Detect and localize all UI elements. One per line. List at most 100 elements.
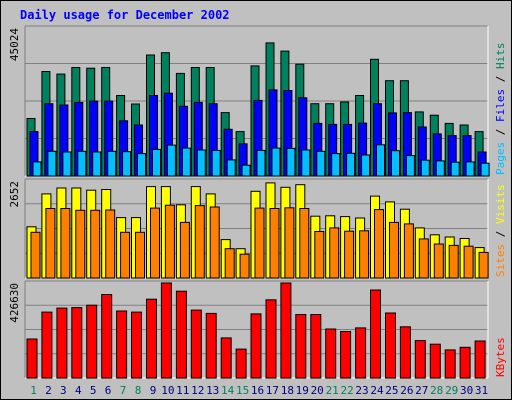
legend-separator: / [494, 122, 507, 142]
bar-kbytes-day-1 [26, 338, 38, 379]
bar-kbytes-day-28 [429, 343, 441, 379]
bar-kbytes-day-25 [385, 312, 396, 379]
bar-pages-day-12 [196, 149, 206, 177]
day-label-24: 24 [370, 384, 384, 397]
bar-kbytes-day-24 [370, 289, 381, 379]
day-label-12: 12 [191, 384, 204, 397]
day-label-14: 14 [221, 384, 235, 397]
bar-sites-day-20 [314, 231, 325, 279]
legend-separator: / [494, 69, 507, 89]
day-label-13: 13 [206, 384, 219, 397]
bar-pages-day-1 [32, 161, 42, 177]
bar-pages-day-30 [465, 161, 475, 177]
day-label-7: 7 [120, 384, 127, 397]
bar-kbytes-day-26 [399, 326, 411, 379]
day-label-1: 1 [30, 384, 37, 397]
legend-entry-visits: Visits [494, 184, 507, 224]
bar-pages-day-8 [137, 153, 146, 177]
day-label-5: 5 [90, 384, 97, 397]
legend-entry-hits: Hits [494, 43, 507, 70]
bar-sites-day-13 [209, 206, 220, 279]
bar-kbytes-day-23 [355, 327, 367, 379]
bar-pages-day-11 [181, 147, 191, 177]
bar-kbytes-day-27 [414, 340, 426, 379]
bar-sites-day-21 [329, 227, 340, 279]
bar-kbytes-day-7 [116, 310, 128, 379]
bar-pages-day-14 [226, 159, 236, 177]
bar-sites-day-12 [194, 205, 205, 279]
legend-entry-files: Files [494, 89, 507, 122]
bar-sites-day-28 [433, 243, 444, 279]
bar-pages-day-31 [480, 162, 490, 177]
bar-kbytes-day-16 [250, 313, 262, 379]
bar-kbytes-day-30 [459, 346, 471, 379]
bar-sites-day-17 [269, 208, 280, 279]
bar-kbytes-day-10 [160, 282, 172, 379]
bar-sites-day-16 [254, 207, 265, 279]
bar-sites-day-7 [120, 231, 131, 279]
bar-sites-day-14 [224, 248, 235, 279]
day-label-31: 31 [475, 384, 488, 397]
panel-legend: Pages / Files / Hits [494, 43, 507, 176]
bar-kbytes-day-17 [265, 299, 277, 379]
bar-sites-day-23 [359, 230, 370, 279]
bar-kbytes-day-19 [295, 314, 307, 379]
bar-pages-day-2 [47, 150, 57, 177]
chart-title: Daily usage for December 2002 [20, 8, 230, 22]
day-label-19: 19 [296, 384, 309, 397]
day-label-21: 21 [326, 384, 339, 397]
bar-pages-day-23 [361, 154, 371, 177]
bar-pages-day-6 [107, 150, 117, 177]
bar-kbytes-day-13 [205, 312, 217, 379]
bar-sites-day-15 [239, 253, 250, 279]
bar-sites-day-8 [135, 231, 145, 279]
bar-kbytes-day-4 [71, 307, 83, 379]
bar-pages-day-24 [376, 144, 385, 177]
bar-pages-day-21 [331, 153, 341, 177]
bar-sites-day-22 [344, 230, 355, 279]
bar-kbytes-day-14 [220, 337, 232, 379]
panel-max-label: 426630 [8, 283, 21, 323]
bar-kbytes-day-31 [474, 340, 486, 379]
bar-sites-day-10 [164, 204, 175, 279]
bar-pages-day-4 [77, 150, 87, 177]
bar-sites-day-4 [75, 209, 86, 279]
bar-kbytes-day-3 [56, 307, 68, 379]
day-label-30: 30 [460, 384, 473, 397]
day-label-17: 17 [266, 384, 279, 397]
bar-kbytes-day-6 [101, 294, 113, 379]
bar-kbytes-day-29 [444, 349, 456, 379]
bar-sites-day-29 [448, 244, 459, 279]
bar-sites-day-26 [403, 223, 414, 279]
bar-pages-day-28 [435, 160, 445, 177]
bar-kbytes-day-5 [86, 304, 98, 379]
bar-sites-day-9 [150, 207, 160, 279]
bar-pages-day-13 [211, 149, 221, 177]
bar-pages-day-10 [166, 144, 176, 177]
bar-pages-day-18 [286, 147, 296, 177]
bar-sites-day-25 [389, 221, 399, 279]
day-label-28: 28 [430, 384, 443, 397]
bar-sites-day-19 [299, 208, 310, 279]
day-label-8: 8 [135, 384, 142, 397]
bar-pages-day-26 [405, 155, 415, 177]
panel-legend: KBytes [494, 337, 507, 377]
bar-pages-day-17 [271, 147, 281, 177]
bar-pages-day-22 [346, 152, 356, 177]
day-label-22: 22 [340, 384, 353, 397]
day-label-4: 4 [75, 384, 82, 397]
bar-sites-day-31 [478, 251, 489, 279]
bar-kbytes-day-15 [235, 348, 247, 379]
bar-kbytes-day-21 [325, 328, 337, 379]
day-label-16: 16 [251, 384, 264, 397]
bar-sites-day-27 [418, 238, 429, 279]
legend-entry-sites: Sites [494, 244, 507, 277]
day-label-10: 10 [161, 384, 174, 397]
day-label-25: 25 [385, 384, 398, 397]
day-label-2: 2 [45, 384, 52, 397]
day-label-26: 26 [400, 384, 413, 397]
bar-kbytes-day-12 [190, 309, 202, 379]
day-label-20: 20 [311, 384, 324, 397]
bar-pages-day-16 [256, 149, 266, 177]
